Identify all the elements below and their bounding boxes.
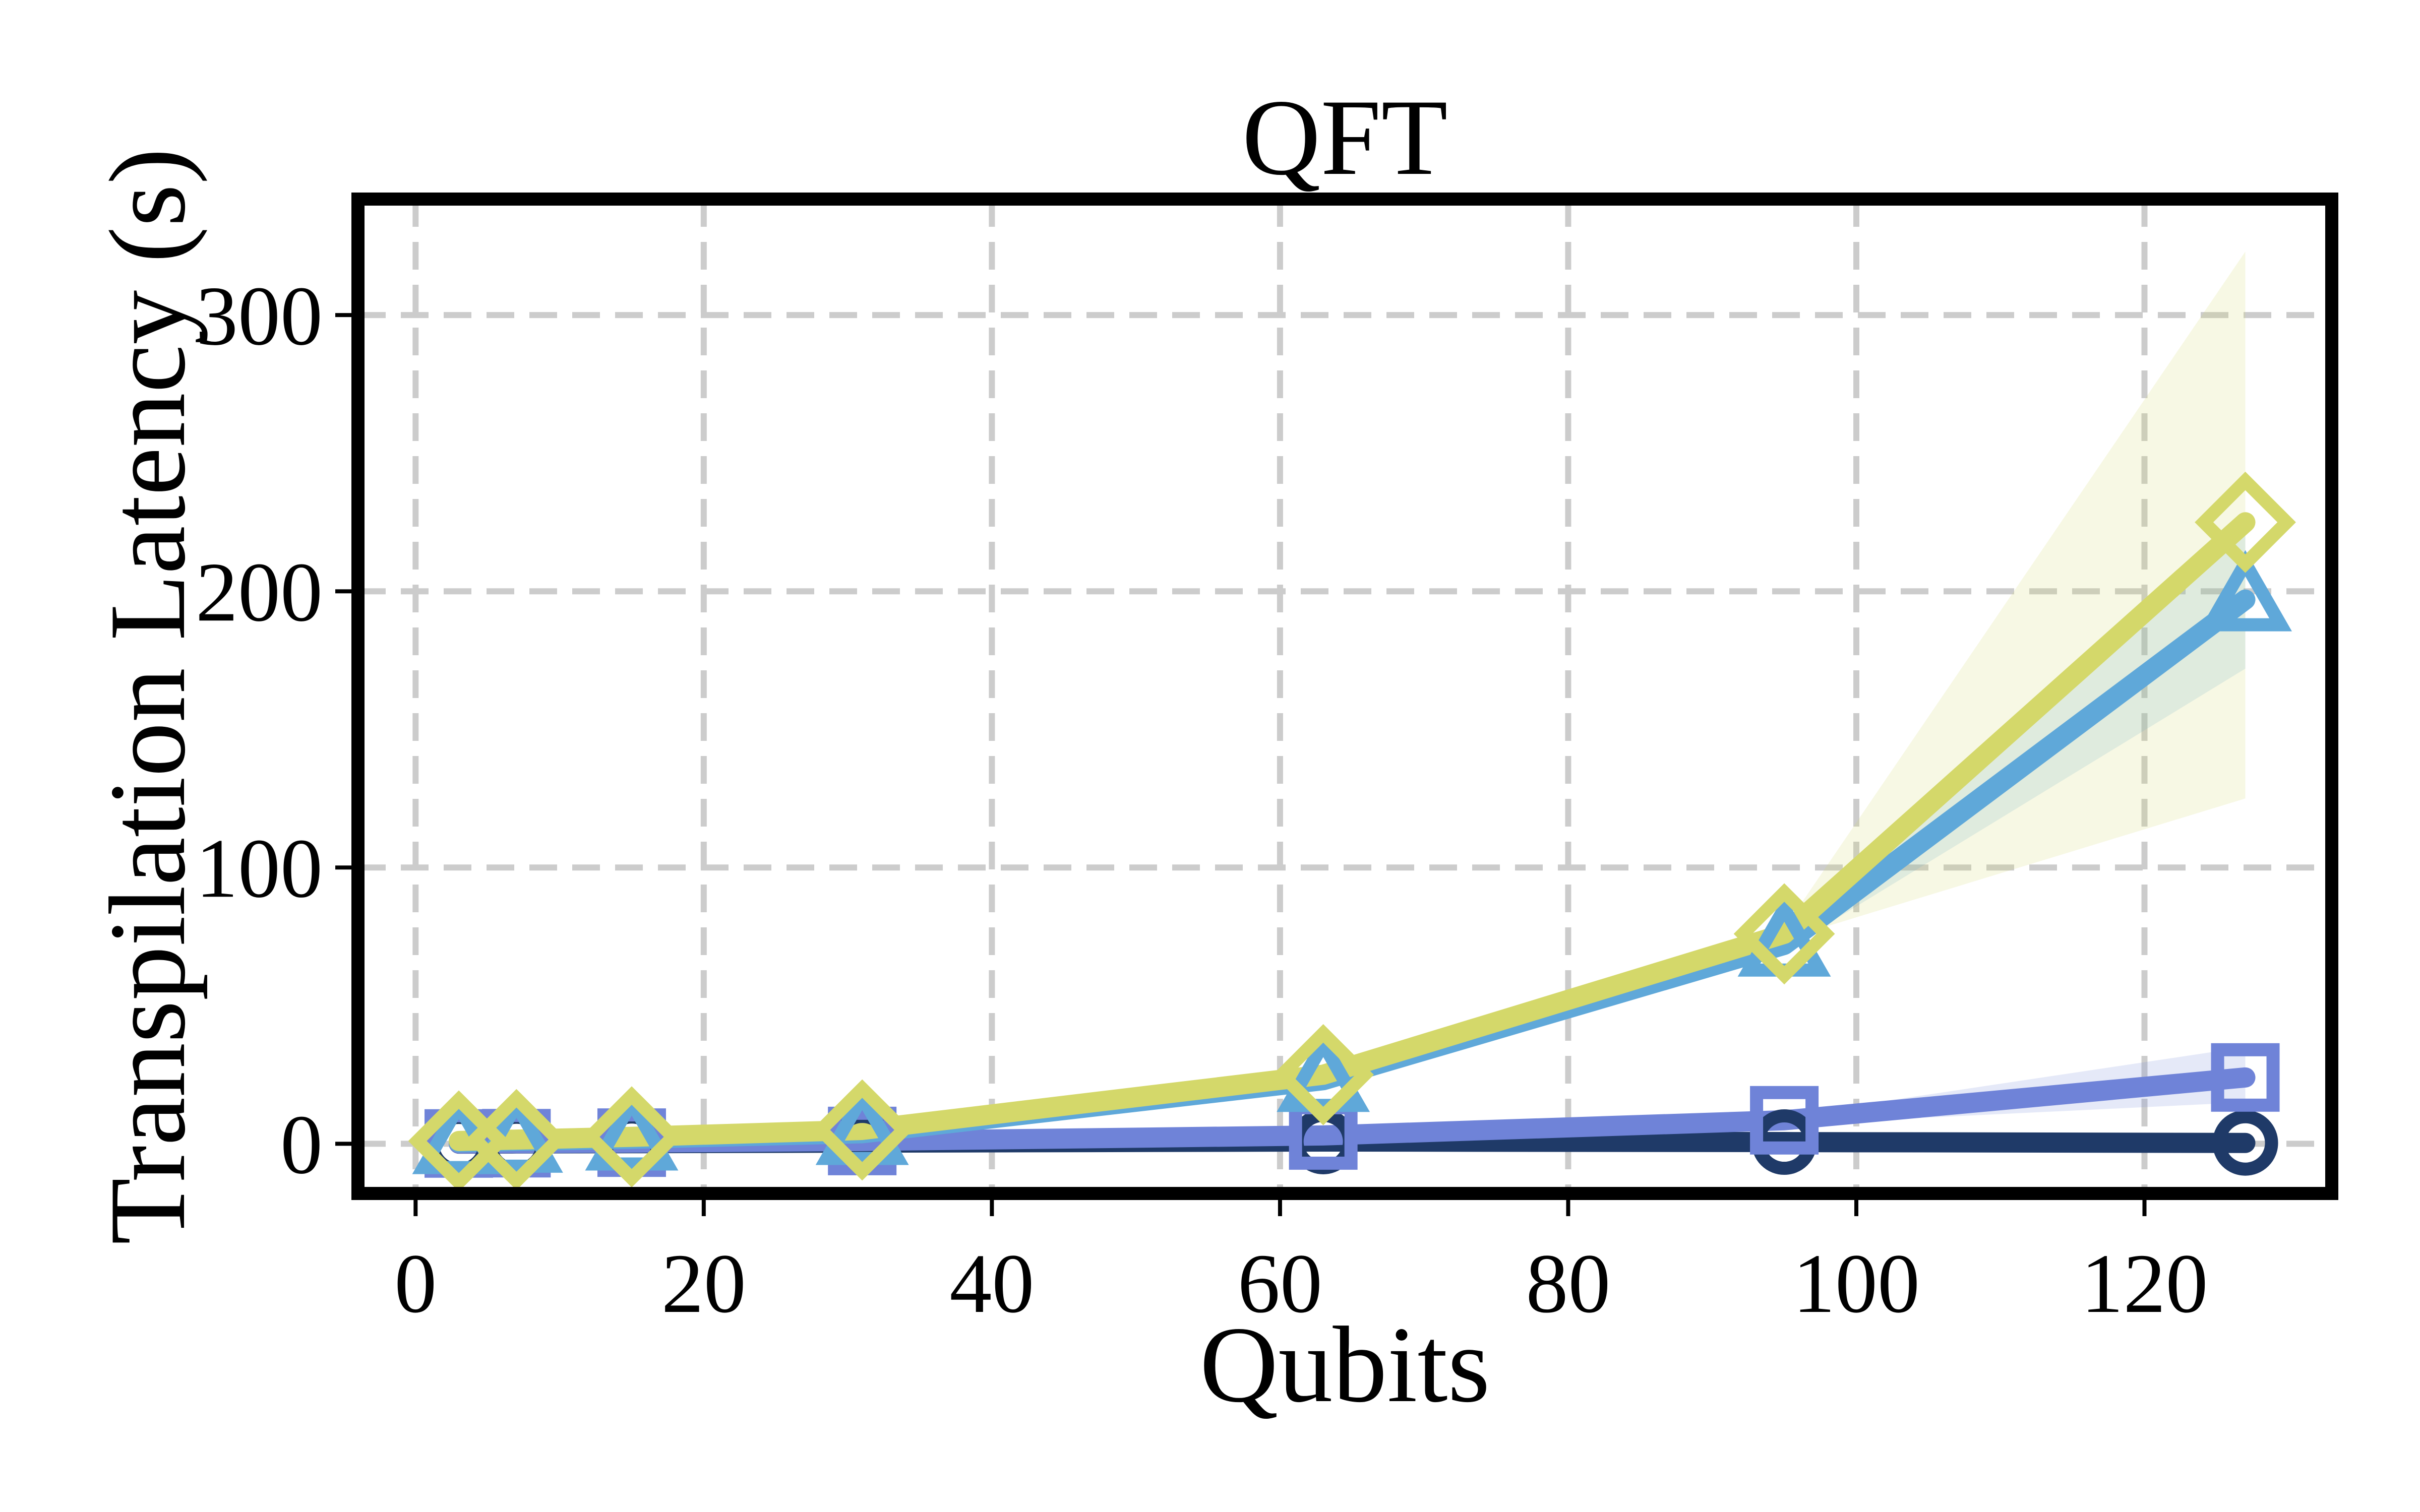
series-3-point [1273,1024,1374,1125]
y-ticks: 0 100 200 300 [196,269,351,1191]
series-0-point [2212,1110,2278,1176]
y-axis-label: Transpilation Latency (s) [87,148,208,1245]
series-2-point [815,1084,909,1165]
series-2-point [1277,1031,1370,1112]
y-tick-label: 0 [280,1098,323,1191]
x-tick-label: 40 [949,1237,1034,1331]
x-tick-label: 0 [394,1237,437,1331]
series-3-band [459,251,2246,1141]
series-1-point [1750,1086,1819,1155]
series-3-point [2195,471,2296,573]
x-tick-label: 60 [1238,1237,1322,1331]
y-tick-label: 200 [196,545,323,639]
series-2-point [2199,550,2292,632]
confidence-bands [459,251,2246,1144]
series-3-point [465,1089,567,1190]
y-tick-label: 300 [196,269,323,363]
x-ticks: 0 20 40 60 80 100 120 [394,1200,2208,1331]
series-markers [408,471,2296,1192]
x-axis-label: Qubits [1199,1304,1490,1425]
y-tick-label: 100 [196,822,323,915]
series-3-point [811,1079,913,1181]
series-3-point [581,1086,683,1188]
x-tick-label: 80 [1526,1237,1610,1331]
plot-frame [351,193,2338,1200]
x-tick-label: 120 [2081,1237,2208,1331]
series-3-line [449,512,2256,1151]
x-tick-label: 100 [1793,1237,1920,1331]
chart-title: QFT [1242,77,1447,198]
series-3-point [1733,883,1835,985]
series-1-point [2211,1043,2280,1112]
series-2-point [585,1089,679,1171]
x-tick-label: 20 [661,1237,746,1331]
